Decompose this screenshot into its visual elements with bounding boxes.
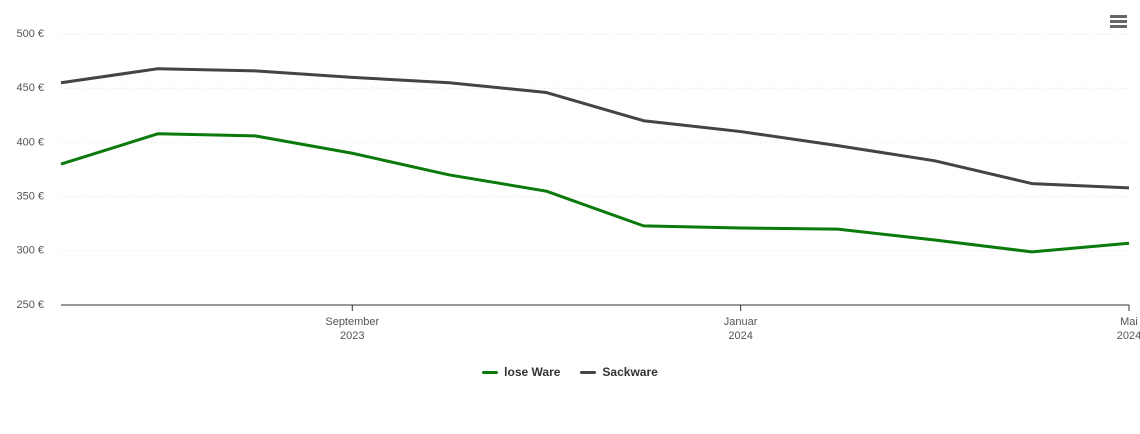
legend-item[interactable]: lose Ware — [482, 365, 560, 379]
y-tick-label: 400 € — [16, 136, 44, 148]
menu-icon[interactable] — [1110, 15, 1127, 28]
legend-swatch — [580, 370, 597, 374]
y-tick-label: 300 € — [16, 245, 44, 257]
x-tick-label: Januar 2024 — [723, 316, 758, 342]
legend-label: Sackware — [602, 365, 658, 379]
y-tick-label: 450 € — [16, 82, 44, 94]
y-tick-label: 500 € — [16, 28, 44, 40]
series-line — [60, 67, 1130, 190]
series-line — [60, 132, 1130, 254]
legend-label: lose Ware — [504, 365, 561, 379]
y-tick-label: 250 € — [16, 299, 44, 311]
y-tick-label: 350 € — [16, 191, 44, 203]
x-tick-label: Mai 2024 — [1116, 316, 1140, 342]
legend: lose Ware Sackware — [0, 365, 1140, 379]
legend-swatch — [482, 370, 499, 374]
legend-item[interactable]: Sackware — [580, 365, 658, 379]
x-tick-label: September 2023 — [325, 316, 380, 342]
